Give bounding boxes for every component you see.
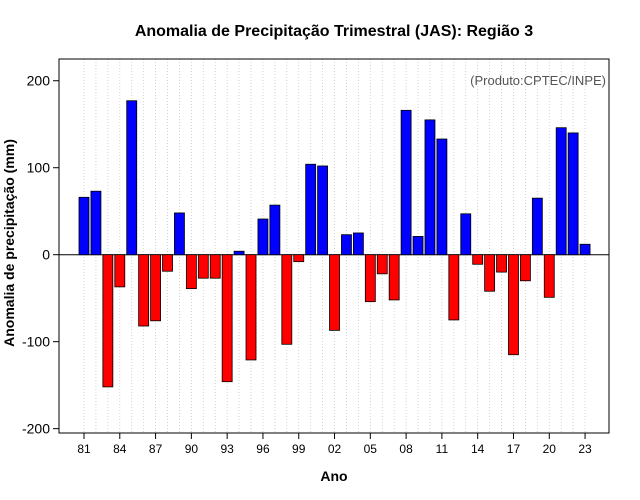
y-axis-title: Anomalia de precipitação (mm) xyxy=(1,139,17,347)
bar-20 xyxy=(543,254,555,298)
plot-frame xyxy=(58,58,610,434)
x-tick-label: 08 xyxy=(399,442,413,456)
bar-86 xyxy=(138,254,150,327)
source-annotation: (Produto:CPTEC/INPE) xyxy=(470,73,606,88)
chart-title: Anomalia de Precipitação Trimestral (JAS… xyxy=(135,23,533,40)
bar-94 xyxy=(233,250,245,256)
bar-87 xyxy=(150,254,161,322)
bar-88 xyxy=(162,254,173,272)
x-tick-label: 20 xyxy=(543,442,557,456)
bar-12 xyxy=(448,254,460,321)
x-tick-label: 02 xyxy=(328,442,342,456)
bar-15 xyxy=(484,254,496,292)
bar-08 xyxy=(400,109,412,256)
y-tick-label: -100 xyxy=(22,334,50,350)
bar-11 xyxy=(436,138,448,256)
bar-18 xyxy=(520,254,531,282)
y-tick-label: 200 xyxy=(27,73,51,89)
bar-90 xyxy=(185,254,197,290)
bar-99 xyxy=(293,254,305,263)
bar-09 xyxy=(412,236,424,256)
bar-82 xyxy=(90,190,102,256)
x-tick-label: 99 xyxy=(292,442,306,456)
bar-81 xyxy=(78,196,90,256)
bar-91 xyxy=(197,254,209,279)
x-axis: 81 84 87 90 93 96 99 02 05 08 11 14 17 20 23 xyxy=(77,433,592,456)
bar-03 xyxy=(341,234,352,256)
x-tick-label: 05 xyxy=(364,442,378,456)
bar-83 xyxy=(102,254,114,388)
bar-02 xyxy=(329,254,340,331)
bars xyxy=(78,100,591,388)
bar-19 xyxy=(531,197,543,256)
bar-05 xyxy=(364,254,376,303)
bar-22 xyxy=(567,132,579,256)
x-tick-label: 81 xyxy=(77,442,91,456)
bar-17 xyxy=(508,254,519,356)
bar-14 xyxy=(472,254,484,265)
y-axis: -200 -100 0 100 200 xyxy=(22,73,59,437)
bar-92 xyxy=(209,254,221,279)
y-tick-label: -200 xyxy=(22,421,50,437)
x-tick-label: 17 xyxy=(507,442,521,456)
bar-84 xyxy=(114,254,126,288)
bar-13 xyxy=(460,213,472,256)
bar-98 xyxy=(281,254,293,345)
x-tick-label: 23 xyxy=(578,442,592,456)
x-tick-label: 96 xyxy=(256,442,270,456)
y-tick-label: 100 xyxy=(27,160,51,176)
y-tick-label: 0 xyxy=(42,247,50,263)
grid-lines xyxy=(83,59,586,433)
x-tick-label: 14 xyxy=(471,442,485,456)
bar-07 xyxy=(388,254,400,301)
bar-89 xyxy=(174,212,185,256)
bar-96 xyxy=(257,218,269,256)
x-tick-label: 11 xyxy=(436,442,449,456)
bar-85 xyxy=(126,100,138,256)
x-axis-title: Ano xyxy=(320,468,347,484)
x-tick-label: 90 xyxy=(185,442,199,456)
bar-01 xyxy=(317,165,329,256)
bar-00 xyxy=(305,163,317,256)
x-tick-label: 87 xyxy=(149,442,163,456)
bar-04 xyxy=(352,232,364,256)
bar-16 xyxy=(496,254,507,273)
bar-10 xyxy=(424,119,436,256)
bar-06 xyxy=(376,254,388,275)
bar-21 xyxy=(555,127,567,256)
bar-97 xyxy=(269,204,281,256)
x-tick-label: 93 xyxy=(220,442,234,456)
bar-95 xyxy=(245,254,257,361)
bar-23 xyxy=(579,243,591,256)
x-tick-label: 84 xyxy=(113,442,127,456)
bar-93 xyxy=(221,254,233,383)
